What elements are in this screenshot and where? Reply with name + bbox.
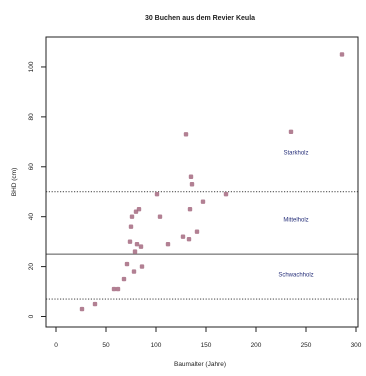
data-point [115, 286, 121, 292]
data-point [138, 244, 144, 249]
data-point [139, 264, 145, 269]
data-point [339, 52, 345, 57]
data-point [187, 207, 193, 212]
x-tick-label: 100 [151, 342, 162, 349]
data-point [288, 129, 294, 135]
y-axis: 0 20 40 60 80 100 [28, 61, 47, 318]
data-point [223, 192, 229, 197]
x-tick-label: 50 [102, 342, 110, 349]
y-tick-label: 20 [28, 263, 35, 271]
chart-title: 30 Buchen aus dem Revier Keula [145, 15, 255, 22]
x-axis: 0 50 100 150 200 250 300 [54, 326, 362, 349]
class-label: Schwachholz [278, 273, 313, 279]
data-point [129, 214, 135, 219]
y-tick-label: 40 [28, 213, 35, 221]
y-tick-label: 80 [28, 113, 35, 121]
data-point [188, 174, 194, 179]
data-point [186, 236, 192, 242]
y-tick-label: 100 [28, 61, 35, 72]
data-point [194, 229, 200, 234]
plot-frame [45, 36, 359, 328]
data-point [154, 192, 160, 197]
data-point [189, 182, 195, 187]
data-point [180, 234, 186, 239]
data-point [136, 207, 142, 212]
x-tick-label: 300 [351, 342, 362, 349]
data-point [79, 306, 85, 312]
y-tick-label: 60 [28, 163, 35, 171]
data-point [128, 224, 134, 229]
class-label: Mittelholz [283, 218, 308, 224]
x-tick-label: 250 [301, 342, 312, 349]
x-tick-label: 0 [54, 342, 58, 349]
data-points [79, 52, 345, 312]
x-tick-label: 150 [201, 342, 212, 349]
data-point [157, 214, 163, 219]
data-point [92, 301, 98, 307]
data-point [121, 276, 127, 282]
x-axis-label: Baumalter (Jahre) [174, 361, 226, 368]
data-point [132, 249, 138, 254]
data-point [165, 241, 171, 247]
data-point [183, 132, 189, 137]
y-tick-label: 0 [28, 314, 35, 318]
data-point [131, 269, 137, 274]
data-point [134, 241, 140, 247]
data-point [200, 199, 206, 204]
y-axis-label: BHD (cm) [11, 168, 18, 197]
data-point [111, 286, 117, 292]
class-labels: Starkholz Mittelholz Schwachholz [278, 150, 313, 278]
data-point [127, 239, 133, 244]
data-point [124, 261, 130, 267]
class-label: Starkholz [283, 150, 308, 156]
x-tick-label: 200 [251, 342, 262, 349]
threshold-lines [46, 191, 358, 300]
